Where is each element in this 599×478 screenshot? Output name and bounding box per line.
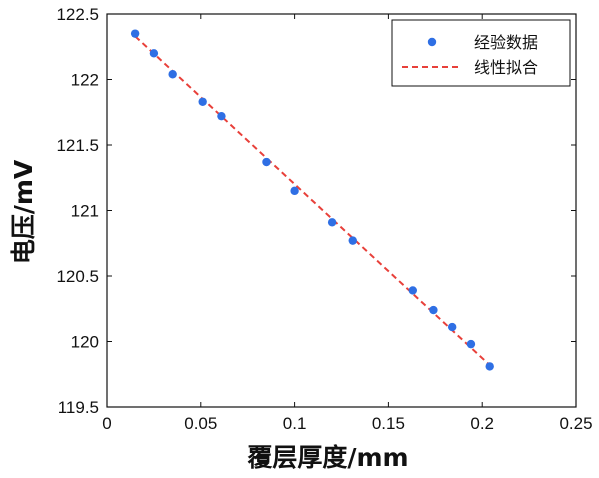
y-tick-label: 122: [71, 71, 99, 90]
y-axis-title: 电压/mV: [9, 159, 38, 264]
x-tick-label: 0.05: [184, 414, 217, 433]
x-axis-title: 覆层厚度/mm: [246, 443, 408, 472]
y-tick-label: 121.5: [56, 136, 99, 155]
data-points-layer: [130, 29, 494, 371]
data-point: [348, 236, 357, 245]
legend: 经验数据 线性拟合: [391, 19, 571, 87]
legend-label-scatter: 经验数据: [474, 33, 538, 52]
legend-box: [391, 19, 571, 87]
data-point: [429, 305, 438, 315]
data-point: [262, 157, 271, 167]
y-tick-label: 120.5: [56, 267, 99, 286]
x-tick-label: 0.2: [470, 414, 494, 433]
data-point: [408, 286, 417, 295]
y-tick-label: 122.5: [56, 5, 99, 24]
data-point: [130, 29, 140, 38]
x-tick-label: 0.1: [283, 414, 307, 433]
data-point: [168, 70, 177, 79]
y-axis-ticks: 119.5 120 120.5 121 121.5 122 122.5: [56, 5, 576, 417]
legend-marker-scatter: [427, 37, 437, 47]
x-tick-label: 0.25: [559, 414, 592, 433]
data-point: [290, 186, 299, 196]
data-point: [217, 111, 226, 121]
x-tick-label: 0.15: [372, 414, 405, 433]
data-point: [447, 322, 457, 332]
legend-label-fit: 线性拟合: [474, 58, 538, 77]
data-point: [485, 362, 494, 371]
y-tick-label: 120: [71, 333, 99, 352]
x-axis-ticks: 0 0.05 0.1 0.15 0.2 0.25: [102, 14, 593, 433]
data-point: [149, 49, 159, 58]
y-tick-label: 121: [71, 202, 99, 221]
y-tick-label: 119.5: [58, 398, 99, 417]
data-point: [327, 218, 337, 227]
data-point: [466, 339, 476, 349]
data-point: [198, 97, 207, 106]
x-tick-label: 0: [102, 414, 111, 433]
